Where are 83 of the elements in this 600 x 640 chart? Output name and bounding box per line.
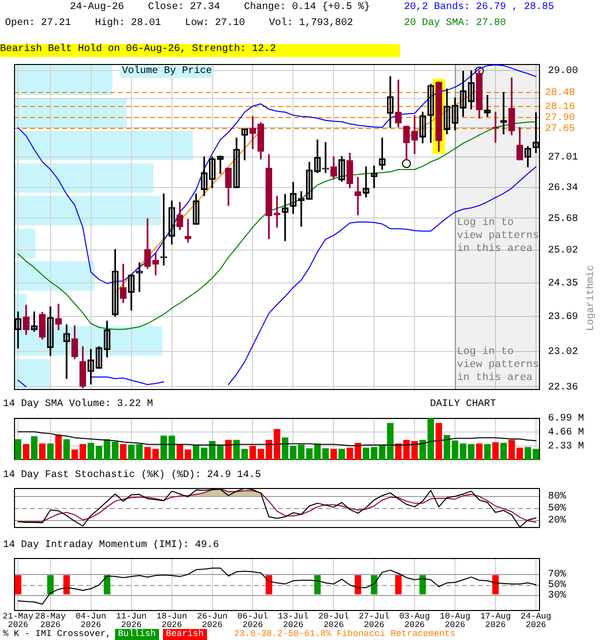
bar bbox=[484, 444, 491, 460]
x-tick-label: 10-Aug 2026 bbox=[440, 612, 470, 630]
text: Bullish bbox=[115, 629, 159, 640]
y-tick-label: 2.33 M bbox=[548, 442, 584, 453]
y-tick-label: 22.36 bbox=[548, 382, 578, 394]
text: Bearish bbox=[162, 629, 207, 640]
bar bbox=[444, 435, 450, 460]
legend-title: % K - IMI Crossover, bbox=[3, 629, 112, 640]
chart-title: Volume By Price bbox=[120, 66, 214, 78]
x-tick-label: 06-Jul 2026 bbox=[237, 612, 268, 630]
y-tick-label: 4.66 M bbox=[548, 428, 584, 439]
chart-title: 24-Aug-26 Close: 27.34 Change: 0.14 {+0.5 %} bbox=[70, 2, 370, 14]
x-tick-label: 04-Jun 2026 bbox=[76, 612, 106, 630]
text: 20 Day SMA: 27.80 bbox=[404, 18, 506, 30]
bar bbox=[436, 423, 442, 460]
x-tick-label: 27-Jul 2026 bbox=[358, 612, 390, 630]
y-tick-label: 20% bbox=[548, 516, 566, 527]
y-tick-label: 70% bbox=[548, 570, 566, 581]
candlestick bbox=[184, 218, 192, 243]
y-axis-title: Logarithmic bbox=[586, 264, 598, 332]
bar bbox=[476, 443, 483, 460]
ref-line-label: 27.90 bbox=[545, 113, 576, 124]
text: 23.6-38.2-50-61.8% Fibonacci Retracements bbox=[234, 629, 456, 640]
bar bbox=[14, 439, 22, 460]
bar bbox=[14, 359, 50, 388]
bar bbox=[63, 439, 70, 460]
bar bbox=[411, 441, 418, 460]
chart-title: 14 Day Intraday Momentum (IMI): 49.6 bbox=[3, 540, 220, 552]
x-tick-label: 13-Jul 2026 bbox=[278, 612, 308, 630]
text: Bearish Belt Hold on 06-Aug-26, Strength: 12.2 bbox=[0, 44, 400, 57]
bar bbox=[322, 448, 329, 460]
ref-line-label: 28.16 bbox=[545, 102, 576, 114]
bar bbox=[55, 434, 62, 460]
bar bbox=[274, 429, 280, 460]
bar bbox=[500, 442, 507, 460]
y-tick-label: 23.69 bbox=[548, 312, 578, 324]
x-tick-label: 03-Aug 2026 bbox=[399, 612, 430, 630]
annotation: Log in to view patterns in this area bbox=[457, 217, 539, 256]
bar bbox=[14, 261, 94, 291]
bar bbox=[338, 448, 345, 460]
text: 20,2 Bands: 26.79 , 28.85 bbox=[404, 2, 554, 14]
candlestick bbox=[274, 196, 280, 228]
bar bbox=[14, 163, 154, 193]
bar bbox=[39, 443, 46, 460]
bar bbox=[120, 444, 126, 460]
x-tick-label: 28-May 2026 bbox=[35, 612, 66, 630]
chart-title: 14 Day SMA Volume: 3.22 M bbox=[3, 399, 154, 411]
bar bbox=[47, 443, 54, 460]
bar bbox=[14, 130, 193, 160]
bar bbox=[14, 196, 161, 226]
y-tick-label: 6.99 M bbox=[548, 414, 584, 425]
y-tick-label: 29.00 bbox=[548, 66, 578, 77]
y-tick-label: 27.01 bbox=[548, 152, 578, 164]
y-tick-label: 24.35 bbox=[548, 278, 578, 290]
chart-subtitle: Open: 27.21 High: 28.01 Low: 27.10 Vol: 1,793,802 bbox=[5, 18, 354, 30]
x-tick-label: 17-Aug 2026 bbox=[480, 612, 511, 630]
bar bbox=[225, 440, 232, 460]
y-tick-label: 50% bbox=[548, 504, 566, 515]
bar bbox=[14, 66, 112, 95]
y-tick-label: 30% bbox=[548, 590, 566, 602]
ref-line-label: 27.65 bbox=[545, 124, 576, 136]
y-tick-label: 25.02 bbox=[548, 246, 578, 257]
x-tick-label: 20-Jul 2026 bbox=[318, 612, 349, 630]
candlestick bbox=[411, 115, 418, 154]
bar bbox=[30, 436, 38, 460]
bar bbox=[492, 442, 499, 460]
x-tick-label: 18-Jun 2026 bbox=[156, 612, 188, 630]
y-tick-label: 80% bbox=[548, 492, 566, 503]
y-tick-label: 26.34 bbox=[548, 183, 578, 194]
text: DAILY CHART bbox=[430, 399, 496, 411]
annotation: Log in to view patterns in this area bbox=[457, 346, 539, 385]
x-tick-label: 26-Jun 2026 bbox=[196, 612, 228, 630]
x-tick-label: 21-May 2026 bbox=[2, 612, 34, 630]
bar bbox=[330, 448, 337, 460]
y-tick-label: 23.02 bbox=[548, 346, 578, 358]
bar bbox=[22, 444, 30, 460]
x-tick-label: 24-Aug 2026 bbox=[520, 612, 552, 630]
candlestick bbox=[354, 176, 362, 216]
x-tick-label: 11-Jun 2026 bbox=[116, 612, 147, 630]
y-tick-label: 50% bbox=[548, 580, 566, 592]
y-tick-label: 25.68 bbox=[548, 214, 578, 225]
chart-title: 14 Day Fast Stochastic (%K) (%D): 24.9 14.5 bbox=[3, 470, 262, 482]
ref-line-label: 28.48 bbox=[545, 88, 576, 100]
